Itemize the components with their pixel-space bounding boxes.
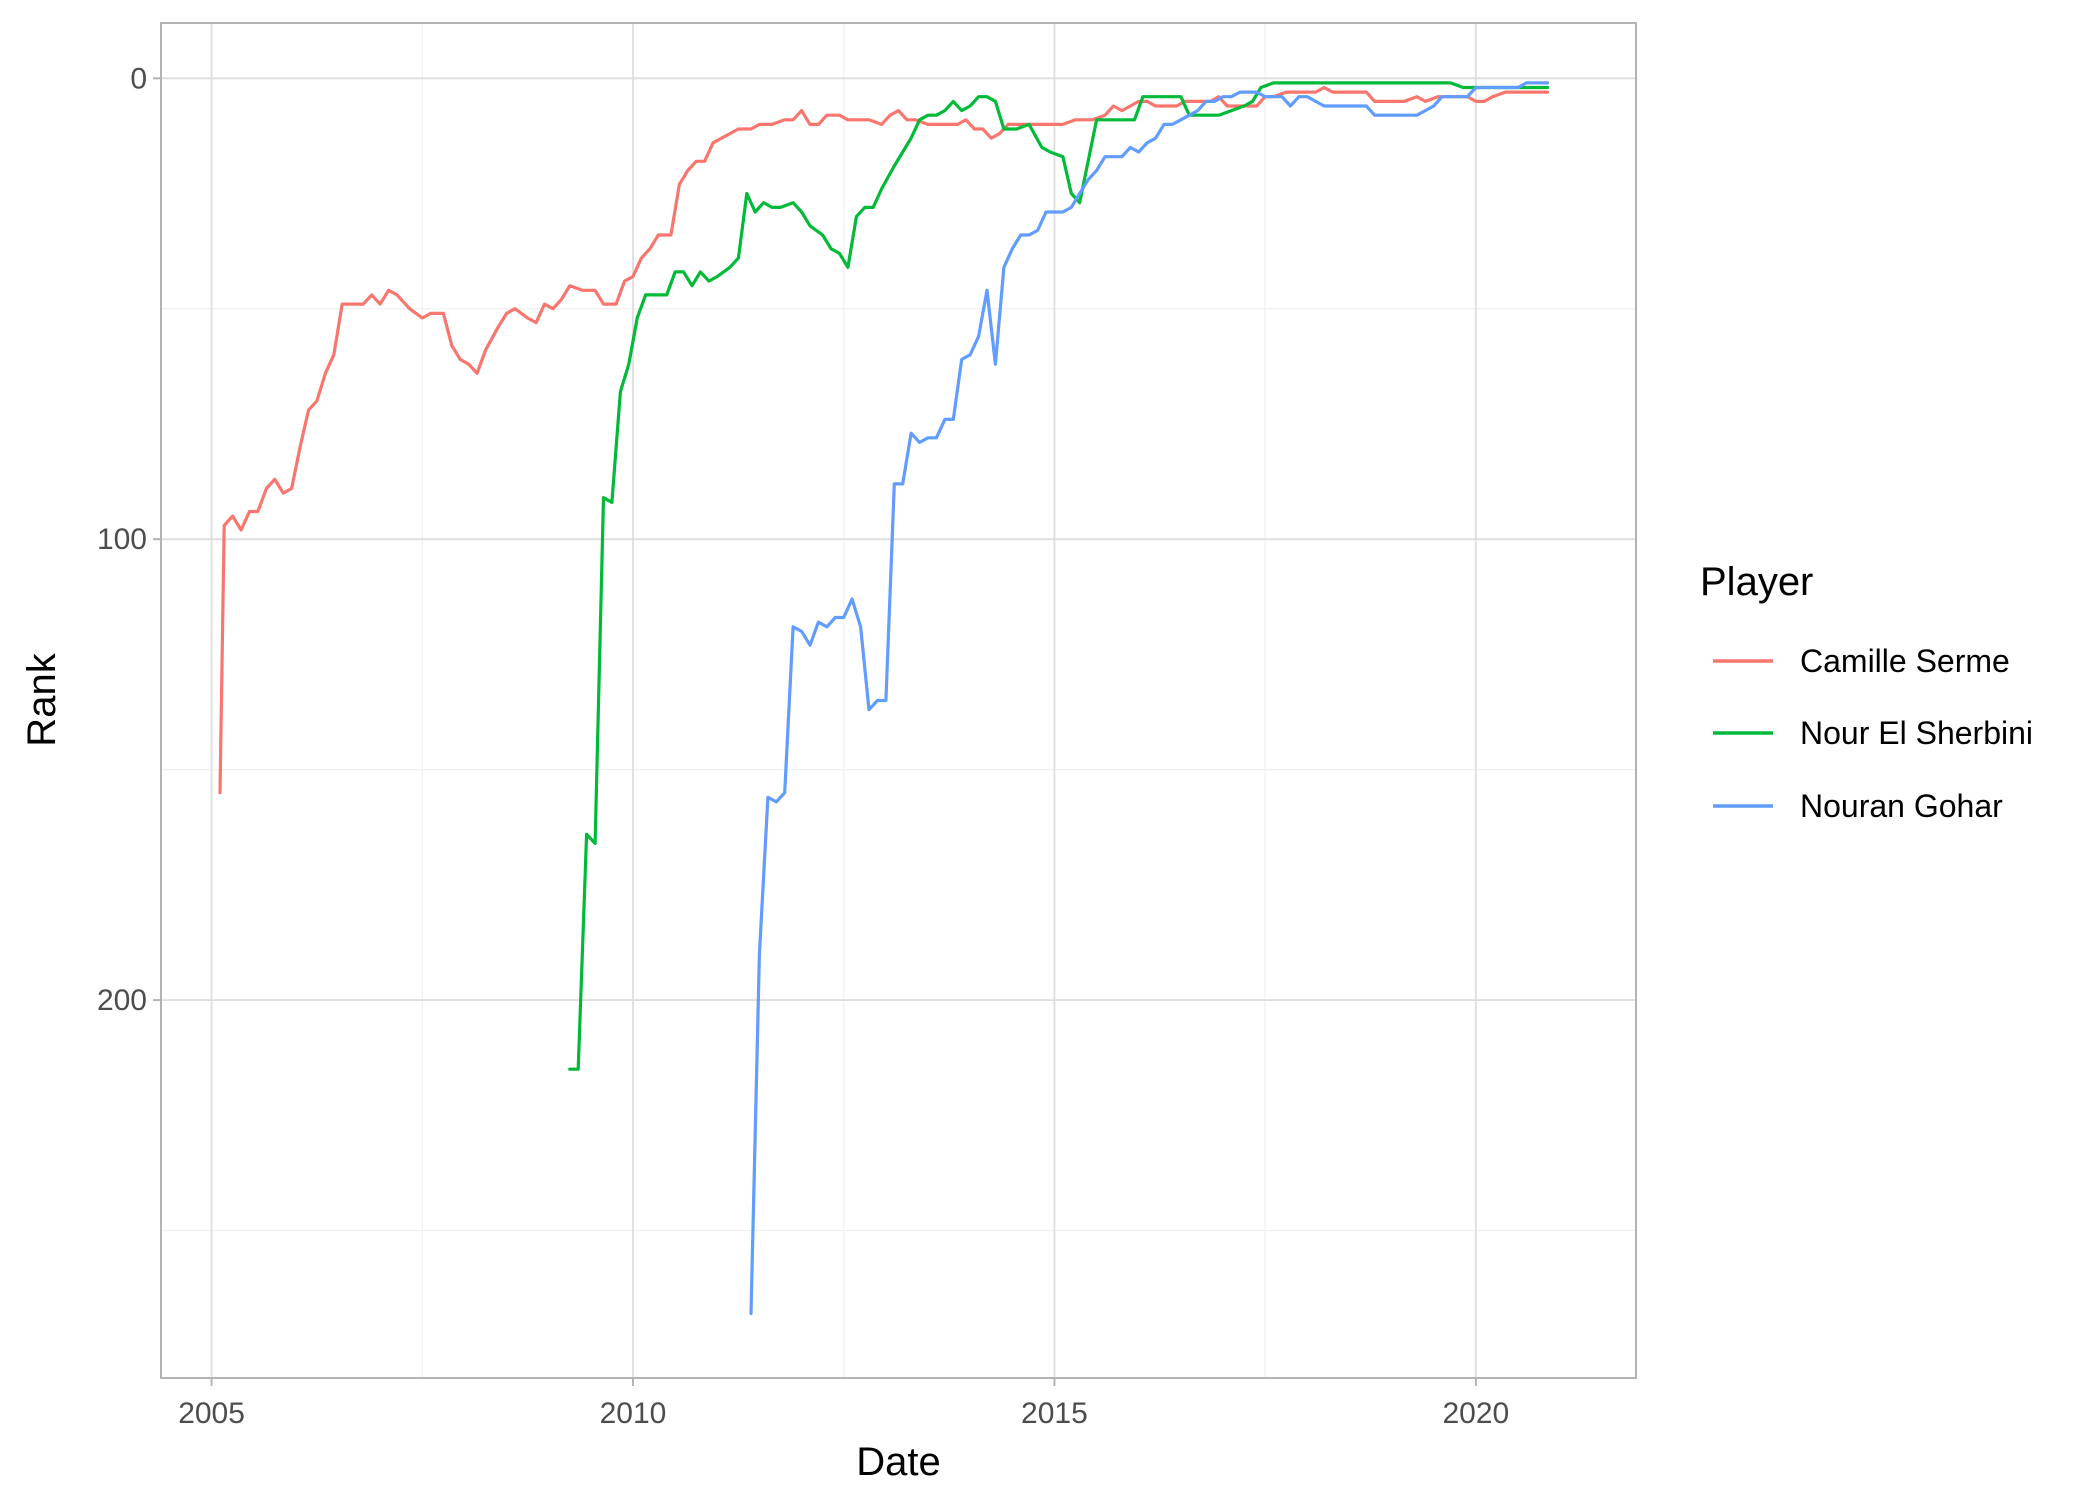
grid-lines bbox=[161, 23, 1636, 1378]
series-line-nouran-gohar bbox=[749, 81, 1550, 1316]
x-tick-label: 2005 bbox=[178, 1397, 245, 1430]
x-tick-label: 2015 bbox=[1021, 1397, 1088, 1430]
y-tick-label: 100 bbox=[97, 523, 147, 556]
legend-label-nour-el-sherbini: Nour El Sherbini bbox=[1800, 715, 2033, 751]
legend-item-camille-serme: Camille Serme bbox=[1713, 643, 2010, 679]
legend-label-camille-serme: Camille Serme bbox=[1800, 643, 2010, 679]
legend-label-nouran-gohar: Nouran Gohar bbox=[1800, 788, 2003, 824]
plot-panel-border bbox=[160, 22, 1637, 1379]
axis-ticks: 2005 2010 2015 2020 0 100 200 bbox=[97, 62, 1509, 1430]
y-tick-label: 0 bbox=[130, 62, 147, 95]
series-lines bbox=[218, 81, 1550, 1316]
series-line-camille-serme bbox=[218, 85, 1550, 795]
legend-title: Player bbox=[1700, 560, 1813, 604]
y-tick-label: 200 bbox=[97, 984, 147, 1017]
x-tick-label: 2020 bbox=[1442, 1397, 1509, 1430]
legend: Player Camille Serme Nour El Sherbini No… bbox=[1700, 560, 2033, 824]
legend-item-nouran-gohar: Nouran Gohar bbox=[1713, 788, 2003, 824]
y-axis-title: Rank bbox=[20, 652, 64, 746]
series-line-nour-el-sherbini bbox=[568, 81, 1550, 1071]
legend-item-nour-el-sherbini: Nour El Sherbini bbox=[1713, 715, 2033, 751]
x-tick-label: 2010 bbox=[600, 1397, 667, 1430]
x-axis-title: Date bbox=[856, 1440, 941, 1484]
